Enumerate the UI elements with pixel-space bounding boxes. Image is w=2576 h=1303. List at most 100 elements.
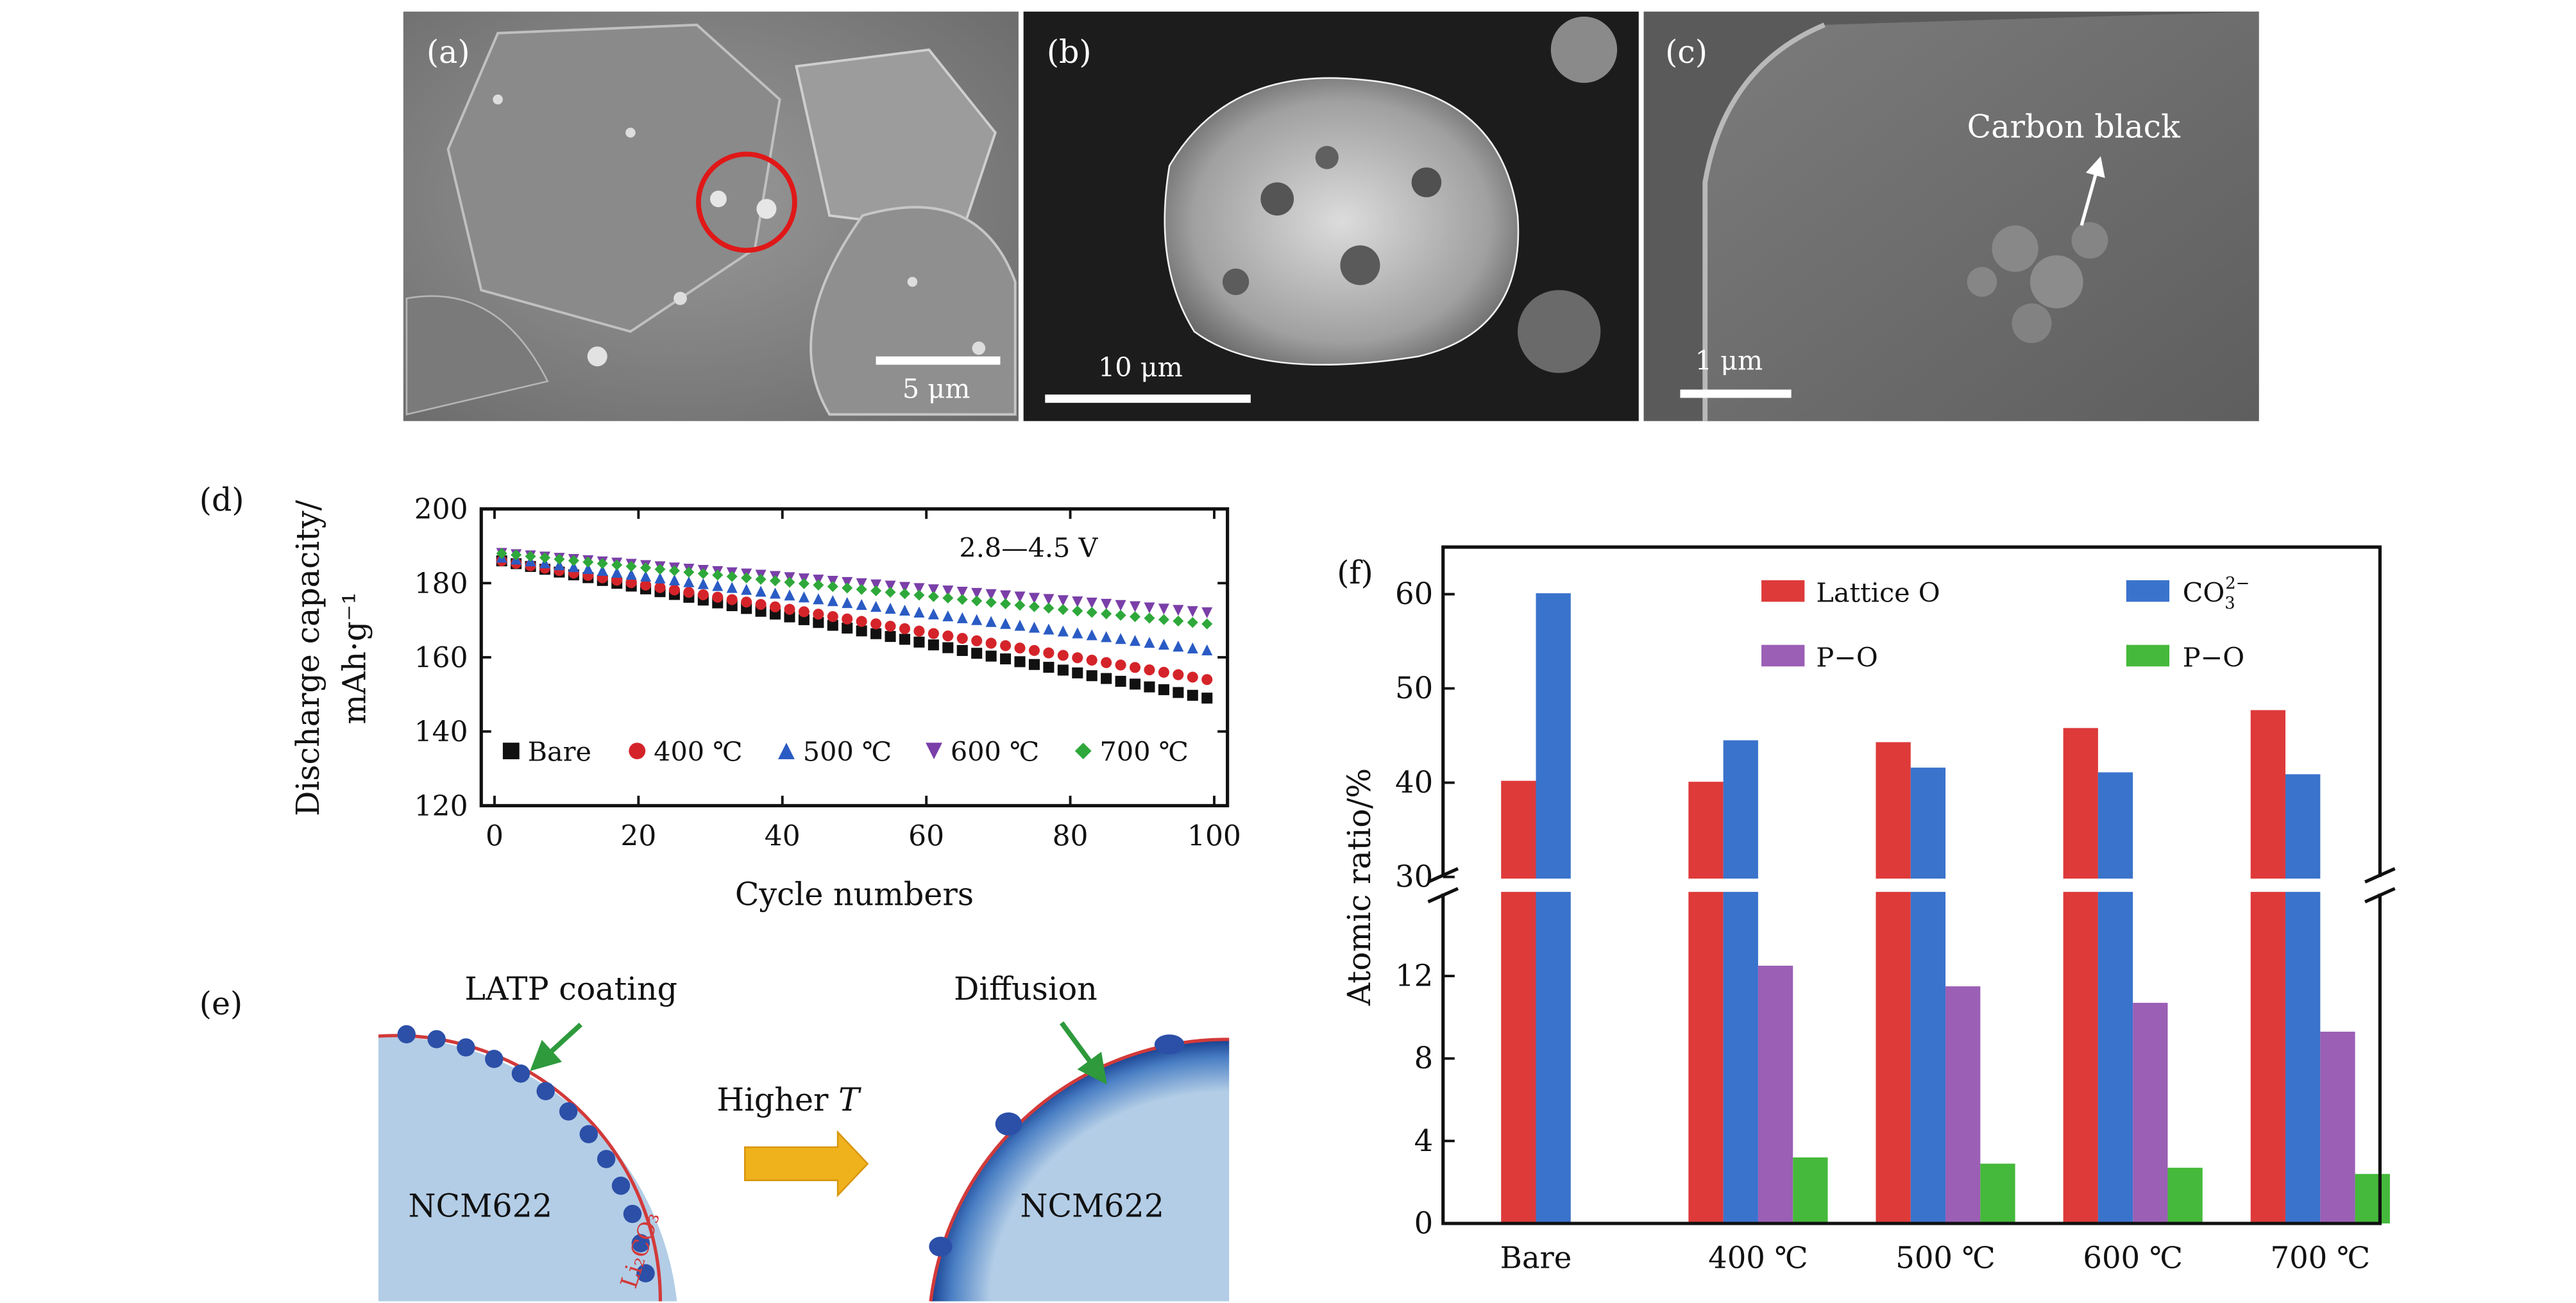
data-point: [856, 584, 867, 595]
legend-label-t700: 700 ℃: [1100, 737, 1189, 768]
legend-marker-bare: [502, 743, 520, 760]
data-point: [985, 650, 997, 662]
data-point: [842, 597, 853, 609]
chart-d-y-axis: 120 140 160 180 200: [414, 493, 1228, 823]
chart-f-y-axis-title: Atomic ratio/%: [1341, 768, 1378, 1006]
data-point: [1158, 639, 1169, 650]
legend-label-po-green: P−O: [2183, 642, 2244, 673]
data-point: [1043, 662, 1055, 673]
latp-dot: [511, 1064, 530, 1083]
data-point: [956, 633, 968, 644]
data-point: [913, 583, 925, 594]
legend-marker-t400: [629, 743, 646, 760]
break-mark: [1427, 887, 1459, 904]
data-point: [971, 635, 983, 646]
legend-swatch-lattice-o: [1761, 580, 1805, 602]
data-point: [885, 580, 896, 592]
data-point: [784, 611, 795, 623]
data-point: [827, 595, 838, 607]
legend-swatch-po-green: [2126, 644, 2170, 667]
chart-d-y-axis-title: Discharge capacity/: [289, 500, 326, 816]
data-point: [640, 570, 652, 582]
y-tick-label: 50: [1395, 671, 1433, 705]
data-point: [985, 589, 997, 600]
data-point: [928, 591, 939, 602]
x-tick-label: 40: [765, 820, 801, 852]
data-point: [913, 625, 925, 637]
ncm622-label-left: NCM622: [409, 1188, 553, 1225]
data-point: [1130, 678, 1141, 690]
data-point: [1028, 593, 1040, 604]
data-point: [842, 622, 853, 634]
legend-swatch-co3: [2126, 580, 2170, 602]
data-point: [1201, 674, 1213, 685]
data-point: [1014, 643, 1026, 654]
chart-f-plot: Bare 400 ℃ 500 ℃ 600 ℃ 700 ℃ 30 40 50 60 0 4 8 12: [1395, 545, 2396, 1275]
panel-a-label: (a): [427, 33, 470, 71]
data-point: [668, 574, 680, 585]
data-point: [1173, 641, 1184, 652]
data-point: [1101, 657, 1112, 668]
bar-po-green: [1980, 1163, 2015, 1223]
chart-d-x-axis-title: Cycle numbers: [735, 876, 974, 913]
panel-c-sem-image: [1643, 12, 2259, 421]
y-tick-label: 160: [414, 642, 468, 675]
chart-d-voltage-annotation: 2.8—4.5 V: [959, 533, 1098, 564]
data-point: [1072, 596, 1083, 608]
data-point: [1000, 653, 1012, 665]
data-point: [741, 596, 752, 608]
data-point: [755, 573, 767, 585]
data-point: [582, 557, 594, 568]
bar-co3: [1723, 740, 1758, 1223]
data-point: [1130, 635, 1141, 646]
data-point: [784, 603, 795, 615]
data-point: [1057, 604, 1069, 616]
y-tick-label: 30: [1395, 859, 1433, 894]
data-point: [1158, 603, 1169, 615]
data-point: [712, 580, 724, 591]
bar-po-green: [2167, 1168, 2203, 1223]
data-point: [770, 575, 781, 587]
data-point: [899, 634, 911, 645]
data-point: [885, 603, 896, 614]
latp-dot: [631, 1234, 650, 1252]
data-point: [870, 628, 882, 639]
data-point: [1057, 595, 1069, 607]
data-point: [726, 571, 738, 582]
data-point: [1173, 605, 1184, 616]
data-point: [928, 608, 939, 619]
data-point: [1000, 640, 1012, 652]
chart-f-legend: Lattice O CO32− P−O P−O: [1761, 574, 2250, 673]
y-tick-label: 60: [1395, 576, 1433, 611]
latp-coating-label: LATP coating: [464, 970, 677, 1007]
data-point: [928, 639, 939, 651]
x-tick-label: 60: [908, 820, 944, 852]
data-point: [985, 637, 997, 649]
data-point: [525, 551, 536, 562]
latp-dot: [623, 1204, 642, 1223]
data-point: [971, 595, 983, 607]
bar-co3: [1910, 768, 1946, 1223]
bar-lattice-o: [1688, 782, 1724, 1223]
data-point: [1130, 662, 1141, 673]
data-point: [1000, 618, 1012, 629]
ncm622-particle-coated: [378, 1036, 677, 1302]
x-category-label: 400 ℃: [1708, 1241, 1808, 1275]
x-category-label: 700 ℃: [2271, 1241, 2371, 1275]
data-point: [1000, 590, 1012, 601]
panel-e-schematic: (e) LATP coating NCM622 Li₂CO₃ Higher T …: [199, 970, 1230, 1302]
data-point: [1028, 601, 1040, 612]
chart-d-x-axis: 0 20 40 60 80 100: [486, 509, 1241, 852]
panel-c-scale-label: 1 μm: [1695, 346, 1763, 376]
data-point: [856, 578, 867, 589]
data-point: [971, 614, 983, 625]
latp-dot: [597, 1150, 616, 1168]
x-tick-label: 80: [1053, 820, 1089, 852]
data-point: [842, 613, 853, 625]
carbon-black-annotation: Carbon black: [1967, 108, 2181, 146]
data-point: [913, 606, 925, 618]
break-mark: [2364, 887, 2396, 904]
latp-dot: [457, 1038, 475, 1057]
latp-dot: [579, 1125, 598, 1143]
y-tick-label: 0: [1414, 1206, 1434, 1240]
